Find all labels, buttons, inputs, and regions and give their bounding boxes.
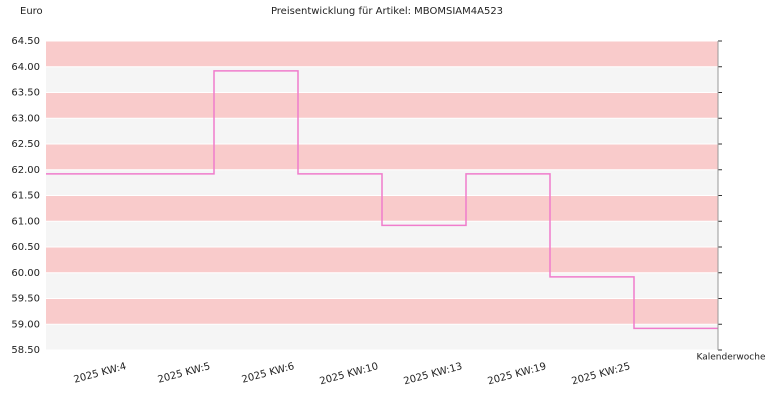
y-tick-label: 61.50 [11, 191, 40, 202]
grid-band [46, 247, 718, 273]
grid-band [46, 92, 718, 119]
y-tick-label: 62.50 [11, 139, 40, 150]
y-tick-label: 61.00 [11, 216, 40, 227]
y-tick-label: 63.00 [11, 113, 40, 124]
y-tick-label: 64.50 [11, 36, 40, 47]
y-tick-label: 59.50 [11, 294, 40, 305]
grid-band [46, 298, 718, 325]
x-tick-label: 2025 KW:6 [241, 361, 296, 386]
y-tick-label: 64.00 [11, 62, 40, 73]
price-line [46, 70, 718, 330]
x-axis-label: Kalenderwoche [696, 353, 765, 363]
grid-band [46, 118, 718, 144]
grid-band [46, 66, 718, 93]
y-tick-label: 63.50 [11, 88, 40, 99]
y-axis-label: Euro [20, 6, 43, 17]
x-tick-label: 2025 KW:13 [403, 361, 464, 387]
y-tick-label: 58.50 [11, 345, 40, 356]
x-tick-label: 2025 KW:4 [73, 361, 128, 386]
x-tick-label: 2025 KW:10 [319, 361, 380, 387]
x-tick-label: 2025 KW:19 [487, 361, 548, 387]
grid-band [46, 324, 718, 350]
y-tick-label: 60.00 [11, 268, 40, 279]
chart-title: Preisentwicklung für Artikel: MBOMSIAM4A… [271, 6, 503, 17]
grid-band [46, 41, 718, 67]
x-tick-label: 2025 KW:25 [571, 361, 632, 387]
x-tick-label: 2025 KW:5 [157, 361, 212, 386]
y-tick-label: 60.50 [11, 242, 40, 253]
y-tick-label: 62.00 [11, 165, 40, 176]
y-tick-label: 59.00 [11, 319, 40, 330]
grid-band [46, 144, 718, 170]
